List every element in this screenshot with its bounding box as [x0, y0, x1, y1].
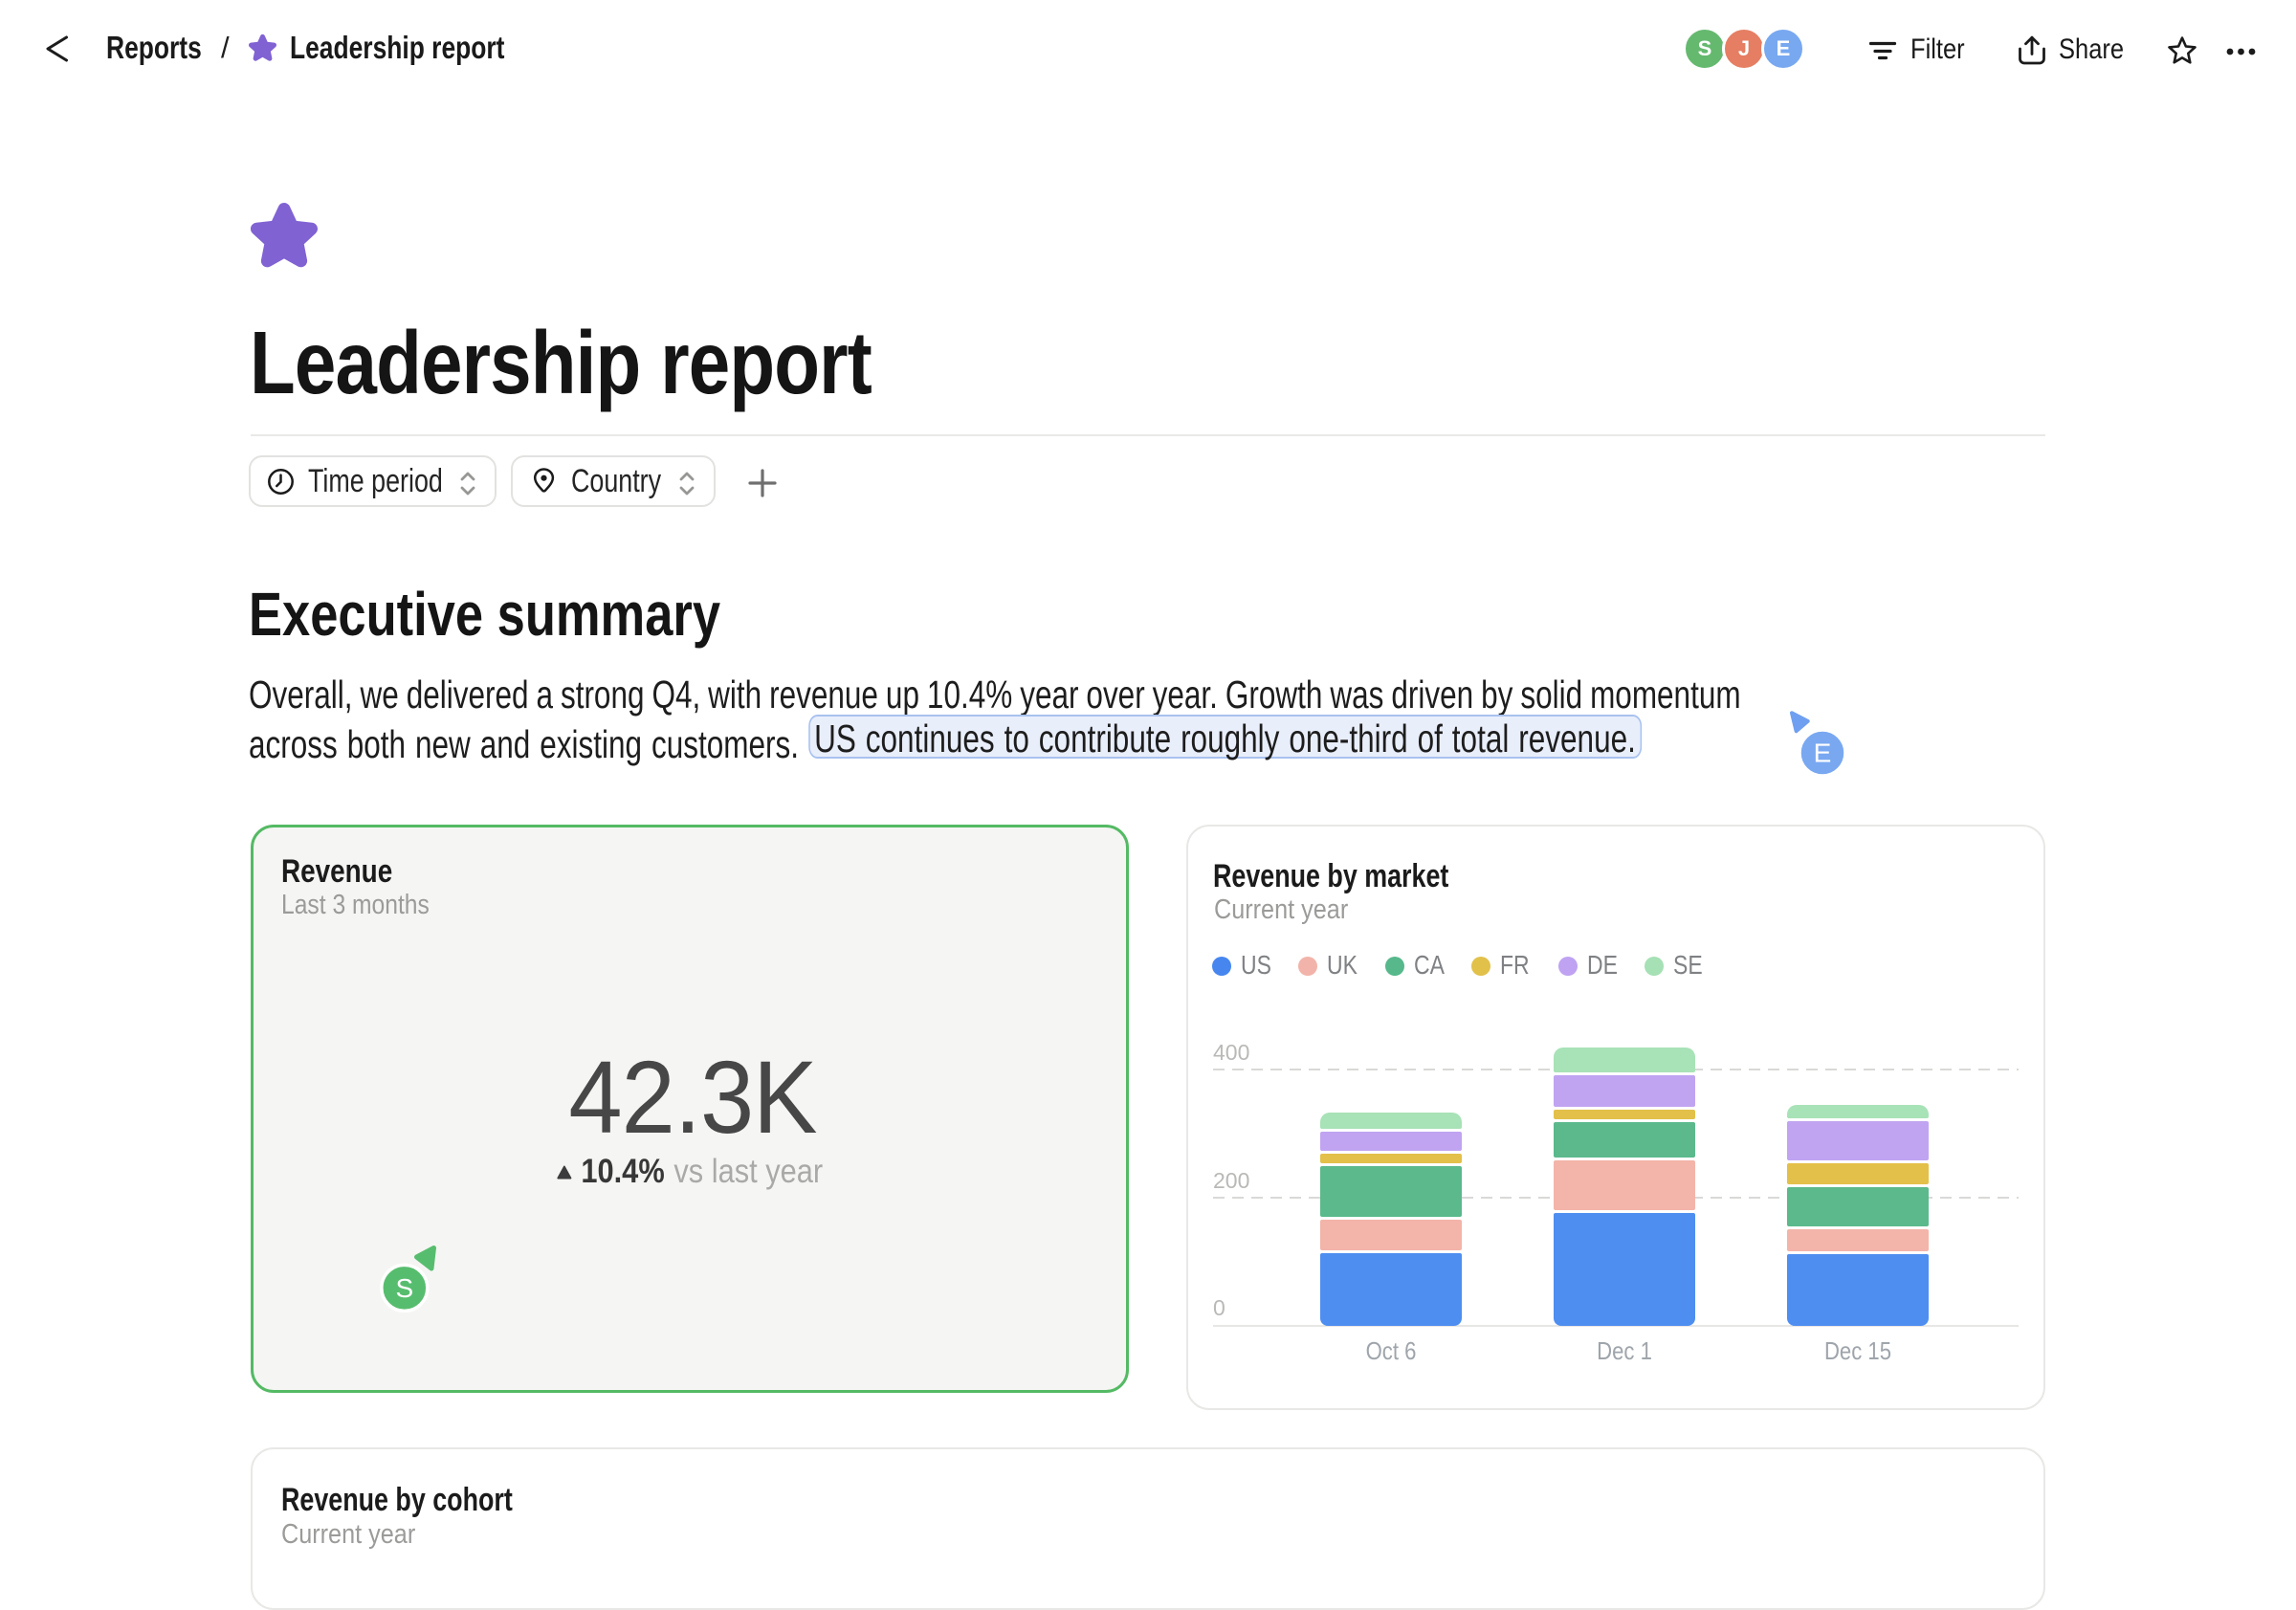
svg-text:E: E [1814, 739, 1832, 768]
svg-text:S: S [395, 1273, 413, 1303]
